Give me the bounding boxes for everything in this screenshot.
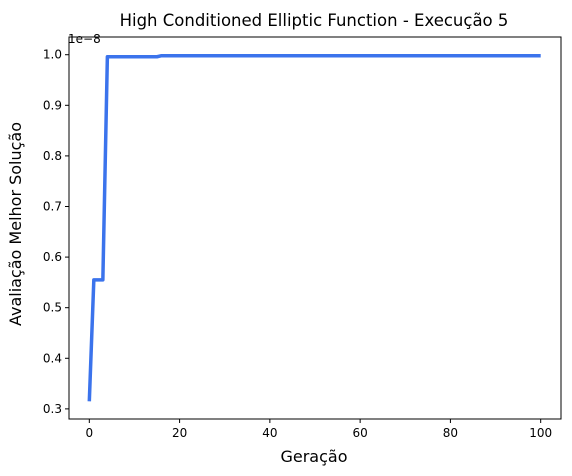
- y-tick-label: 0.5: [43, 301, 62, 315]
- x-tick-label: 80: [443, 426, 458, 440]
- x-tick-label: 20: [172, 426, 187, 440]
- x-tick-label: 0: [85, 426, 93, 440]
- series-line-0: [89, 56, 540, 402]
- plot-area: 0 20 40 60 80 100 0.3 0.4 0.5 0.6 0.7 0.8 0.9 1.0: [43, 37, 561, 440]
- y-tick-label: 1.0: [43, 48, 62, 62]
- y-tick-label: 0.9: [43, 98, 62, 112]
- y-axis-label: Avaliação Melhor Solução: [6, 122, 25, 326]
- y-tick-label: 0.8: [43, 149, 62, 163]
- y-tick-label: 0.4: [43, 351, 62, 365]
- plot-frame: [69, 37, 561, 419]
- chart-title: High Conditioned Elliptic Function - Exe…: [120, 11, 509, 30]
- y-tick-label: 0.6: [43, 250, 62, 264]
- y-offset-label: 1e−8: [68, 32, 101, 46]
- x-tick-label: 40: [262, 426, 277, 440]
- y-tick-label: 0.7: [43, 199, 62, 213]
- y-tick-label: 0.3: [43, 402, 62, 416]
- x-axis-label: Geração: [280, 447, 347, 466]
- x-tick-label: 60: [352, 426, 367, 440]
- x-tick-label: 100: [529, 426, 552, 440]
